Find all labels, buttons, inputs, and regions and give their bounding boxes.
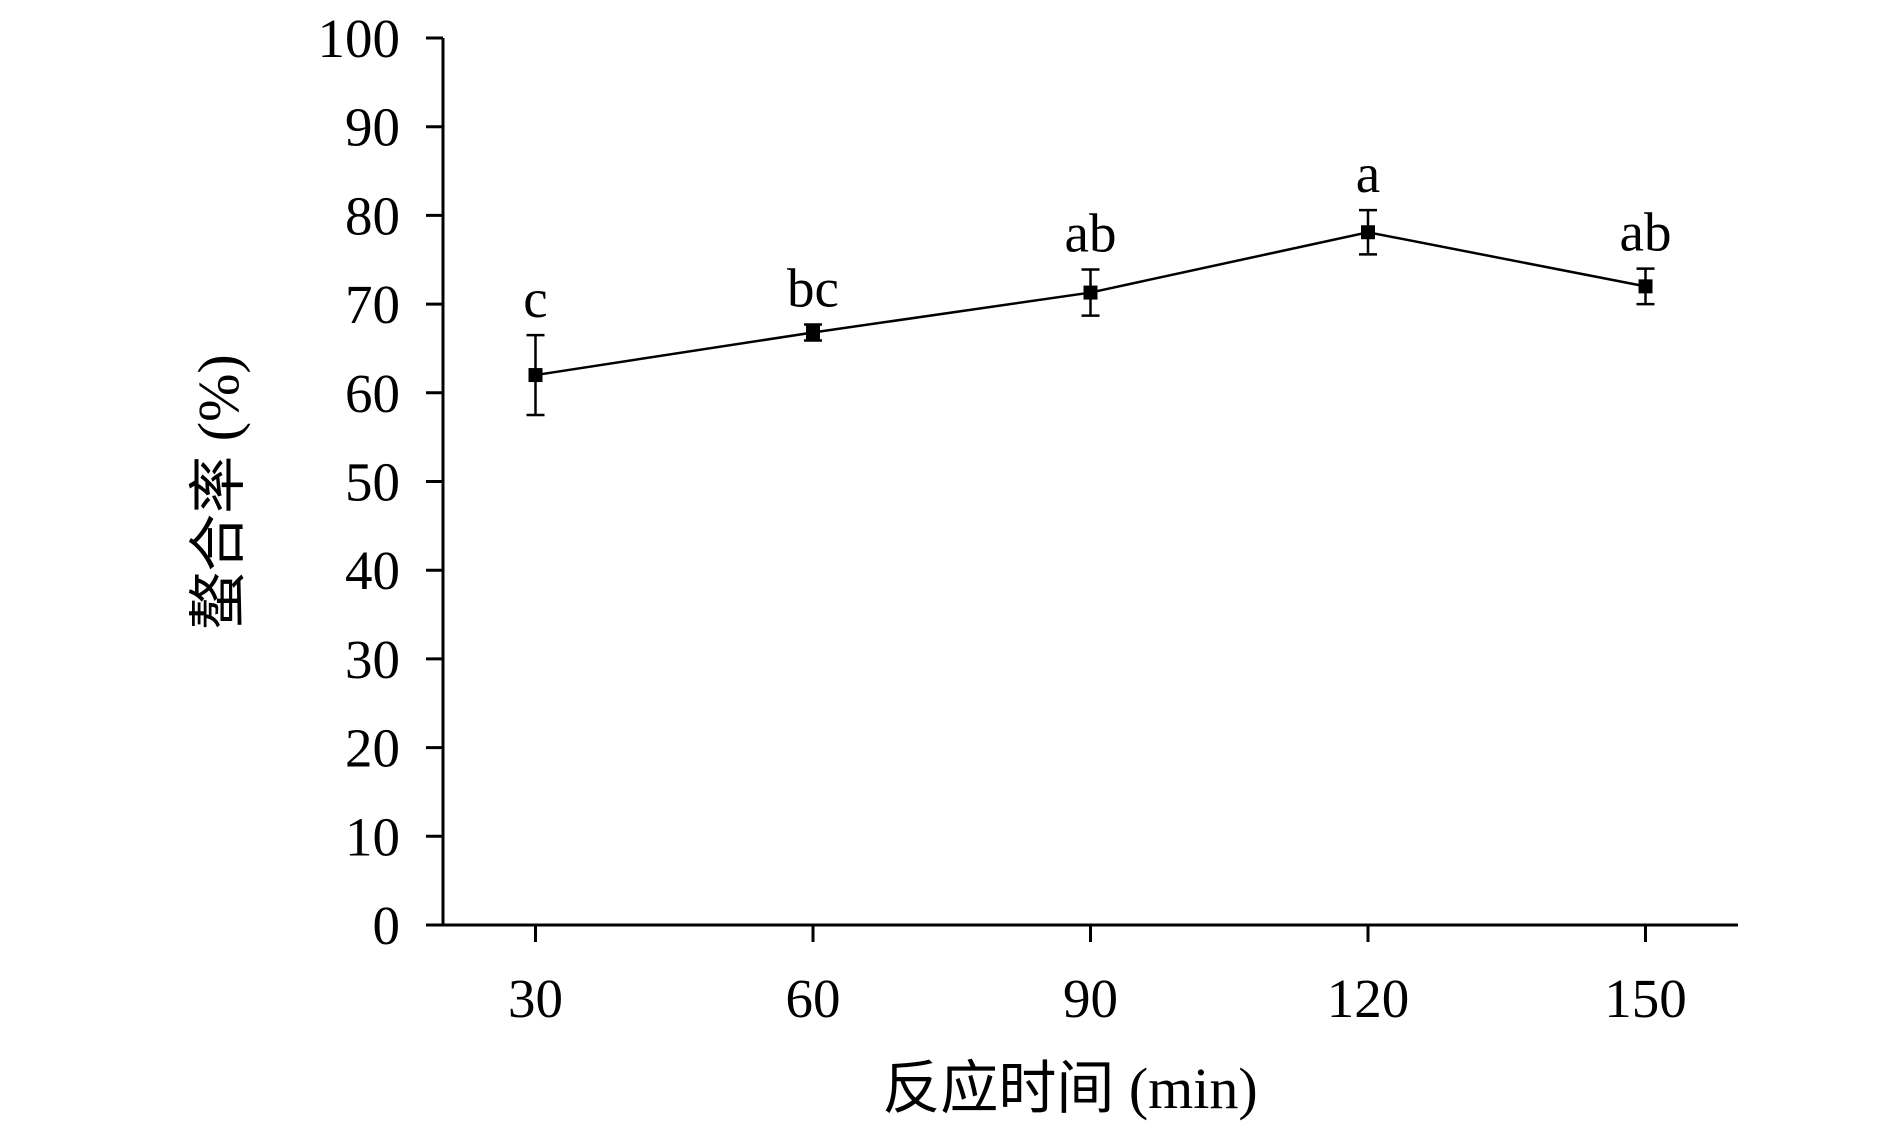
data-point	[1638, 279, 1653, 294]
y-tick-label: 20	[345, 718, 400, 779]
x-axis-label: 反应时间 (min)	[882, 1056, 1257, 1121]
significance-label: c	[523, 268, 547, 329]
x-tick-label: 90	[1063, 968, 1118, 1029]
y-tick-label: 90	[345, 97, 400, 158]
data-point	[806, 325, 820, 340]
y-tick-label: 40	[345, 540, 400, 601]
data-point	[1083, 285, 1098, 300]
y-tick-label: 80	[345, 185, 400, 246]
y-tick-label: 0	[373, 895, 401, 956]
y-tick-label: 50	[345, 452, 400, 513]
y-tick-label: 10	[345, 806, 400, 867]
y-tick-label: 100	[318, 8, 401, 69]
y-tick-label: 30	[345, 629, 400, 690]
significance-label: a	[1356, 143, 1380, 204]
significance-label: ab	[1620, 202, 1672, 263]
x-tick-label: 60	[786, 968, 841, 1029]
y-tick-label: 70	[345, 274, 400, 335]
significance-label: ab	[1065, 203, 1117, 264]
series: c bc ab a ab	[523, 143, 1672, 417]
data-point	[1361, 225, 1375, 240]
axes	[426, 38, 1738, 927]
x-tick-label: 30	[508, 968, 563, 1029]
y-tick-label: 60	[345, 363, 400, 424]
y-axis-label: 螯合率 (%)	[186, 354, 251, 629]
significance-label: bc	[787, 258, 839, 319]
y-ticks: 0 10 20 30 40 50 60 70 80 90 100	[318, 8, 443, 956]
x-tick-label: 150	[1604, 968, 1687, 1029]
data-point	[528, 368, 543, 383]
x-tick-label: 120	[1327, 968, 1410, 1029]
x-ticks: 30 60 90 120 150	[508, 925, 1687, 1029]
